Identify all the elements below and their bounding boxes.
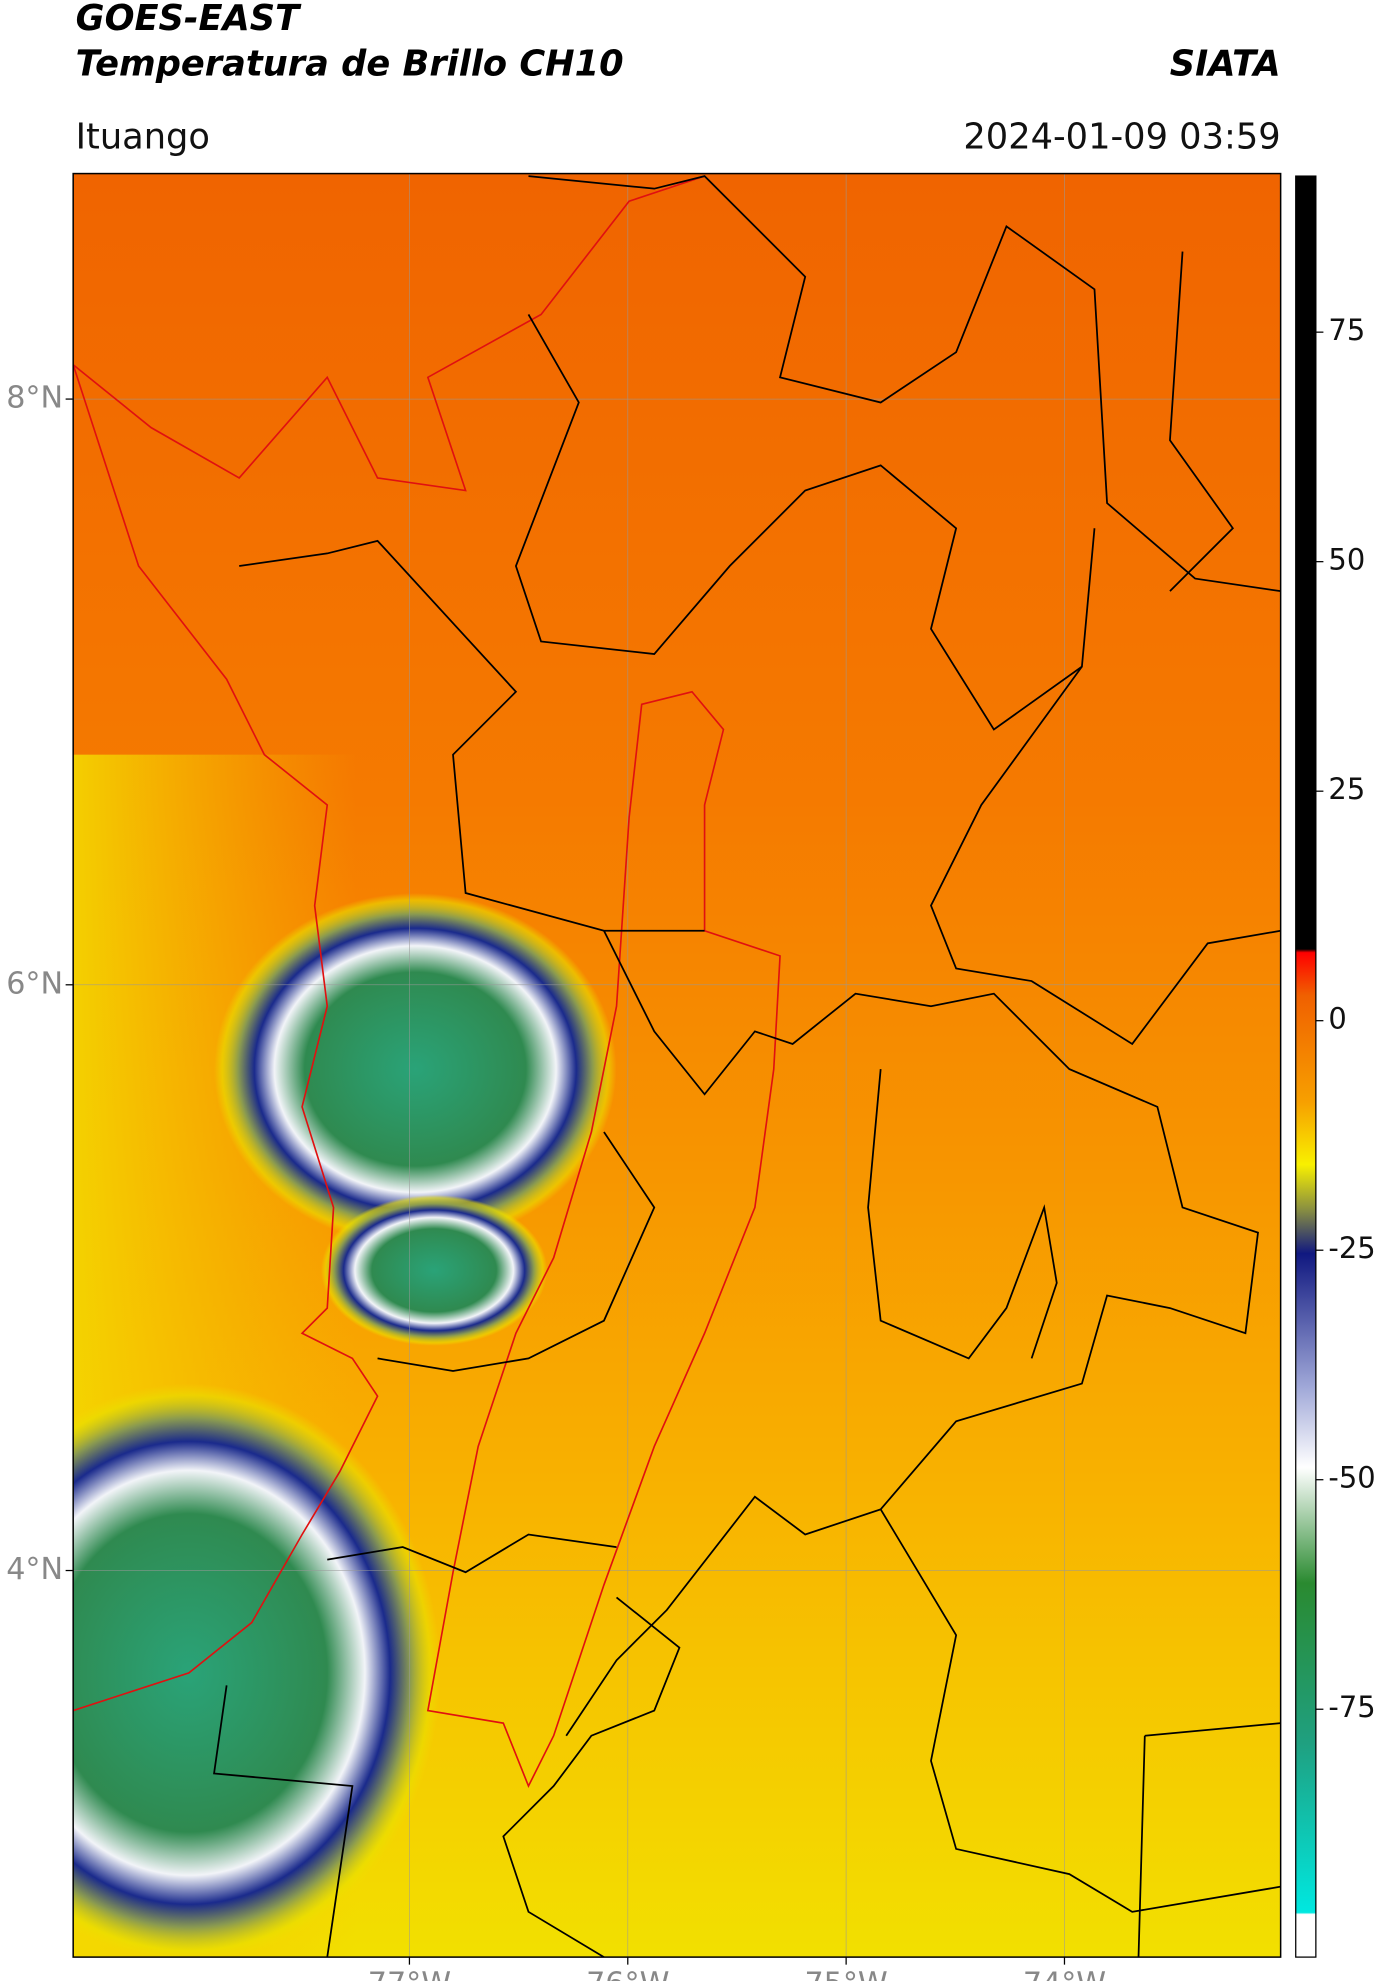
lon-label: 75°W (804, 1966, 887, 1981)
location: Ituango (76, 116, 210, 157)
colorbar-label: -75 (1328, 1690, 1375, 1724)
colorbar-label: -25 (1328, 1231, 1375, 1265)
datetime: 2024-01-09 03:59 (963, 116, 1280, 157)
colorbar-label: 25 (1328, 772, 1365, 806)
colorbar (1295, 175, 1317, 1958)
org: SIATA (1170, 43, 1281, 84)
cloud (320, 1194, 548, 1346)
map (73, 173, 1281, 1958)
coast (73, 175, 781, 1789)
title: Temperatura de Brillo CH10 (76, 43, 624, 84)
lon-label: 74°W (1023, 1966, 1106, 1981)
lat-label: 8°N (6, 381, 63, 416)
cloud (214, 893, 617, 1246)
borders (213, 175, 1281, 1958)
colorbar-label: -50 (1328, 1461, 1375, 1495)
colorbar-label: 50 (1328, 543, 1365, 577)
colorbar-label: 0 (1328, 1002, 1346, 1036)
lon-label: 76°W (586, 1966, 669, 1981)
lon-label: 77°W (368, 1966, 451, 1981)
map-frame (72, 172, 1282, 1958)
colorbar-label: 75 (1328, 313, 1365, 347)
title: GOES-EAST (76, 0, 302, 39)
lat-label: 4°N (6, 1552, 63, 1587)
lat-label: 6°N (6, 966, 63, 1001)
